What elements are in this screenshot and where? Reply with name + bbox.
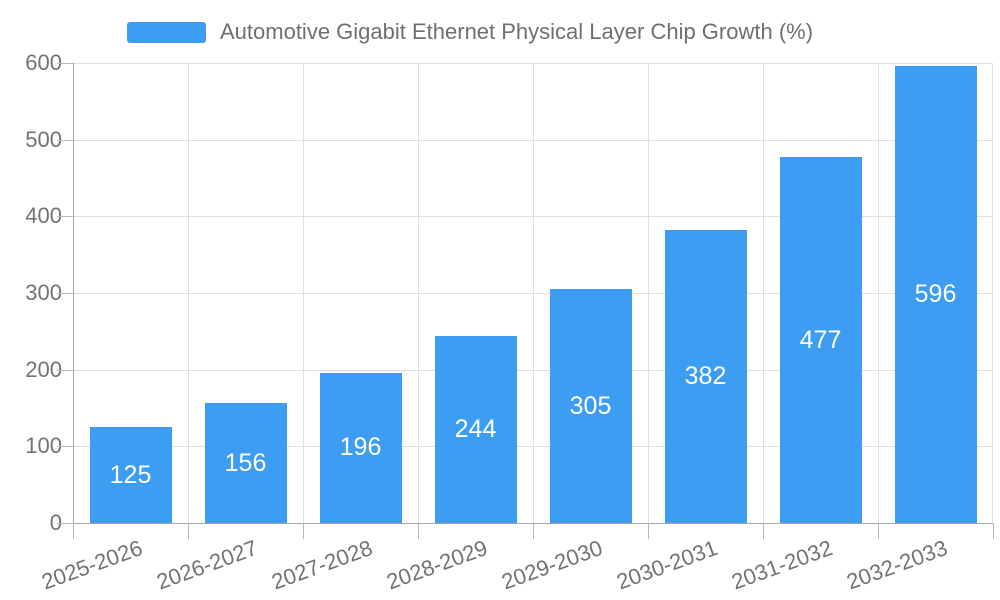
legend-item[interactable]: Automotive Gigabit Ethernet Physical Lay… <box>127 18 813 46</box>
bar-2029-2030[interactable]: 305 <box>549 289 632 523</box>
x-tick-label: 2027-2028 <box>268 535 377 595</box>
legend-label: Automotive Gigabit Ethernet Physical Lay… <box>220 19 814 44</box>
y-tick <box>57 293 73 294</box>
bar-2026-2027[interactable]: 156 <box>204 403 287 523</box>
x-gridline <box>418 63 419 523</box>
x-tick <box>993 523 994 539</box>
y-tick <box>57 63 73 64</box>
plot-area: 125 156 196 244 305 382 477 596 <box>73 63 993 539</box>
bar-value-label: 477 <box>799 325 842 354</box>
bar-value-label: 305 <box>569 391 612 420</box>
legend-swatch-icon <box>127 21 206 43</box>
bar-2028-2029[interactable]: 244 <box>434 335 517 523</box>
x-tick-label: 2025-2026 <box>38 535 147 595</box>
y-tick <box>57 216 73 218</box>
x-tick-label: 2029-2030 <box>498 535 607 595</box>
bar-2025-2026[interactable]: 125 <box>89 427 172 523</box>
x-gridline <box>648 63 649 523</box>
x-tick <box>303 523 304 539</box>
y-tick <box>57 523 73 524</box>
y-tick-label: 100 <box>25 433 62 459</box>
x-tick <box>533 523 534 539</box>
y-tick-label: 600 <box>25 50 62 75</box>
bar-value-label: 156 <box>224 448 267 477</box>
bar-2027-2028[interactable]: 196 <box>319 372 402 523</box>
bar-2030-2031[interactable]: 382 <box>664 230 747 523</box>
x-tick <box>418 523 419 539</box>
bar-2032-2033[interactable]: 596 <box>894 66 977 523</box>
x-gridline <box>992 63 993 523</box>
y-tick <box>57 446 73 448</box>
x-tick-label: 2026-2027 <box>153 535 262 595</box>
bar-value-label: 125 <box>109 460 152 489</box>
x-gridline <box>763 63 764 523</box>
y-axis-line <box>73 63 74 539</box>
bar-value-label: 244 <box>454 414 497 443</box>
y-tick <box>57 139 73 141</box>
bar-value-label: 382 <box>684 362 727 391</box>
y-tick-label: 400 <box>25 203 62 229</box>
y-tick <box>57 369 73 371</box>
x-tick-label: 2031-2032 <box>728 535 837 595</box>
bar-value-label: 196 <box>339 433 382 462</box>
y-tick-label: 500 <box>25 126 62 152</box>
bar-2031-2032[interactable]: 477 <box>779 157 862 523</box>
x-tick-label: 2028-2029 <box>383 535 492 595</box>
y-tick-label: 300 <box>25 280 62 305</box>
x-tick <box>763 523 764 539</box>
x-gridline <box>878 63 879 523</box>
y-tick-label: 0 <box>49 510 62 535</box>
x-gridline <box>533 63 534 523</box>
x-tick <box>188 523 189 539</box>
y-tick-label: 200 <box>25 356 62 382</box>
x-gridline <box>188 63 189 523</box>
x-tick <box>878 523 879 539</box>
bar-value-label: 596 <box>914 280 957 309</box>
x-tick-label: 2030-2031 <box>613 535 722 595</box>
x-tick <box>648 523 649 539</box>
x-tick-label: 2032-2033 <box>843 535 952 595</box>
x-tick <box>73 523 74 539</box>
x-gridline <box>303 63 304 523</box>
